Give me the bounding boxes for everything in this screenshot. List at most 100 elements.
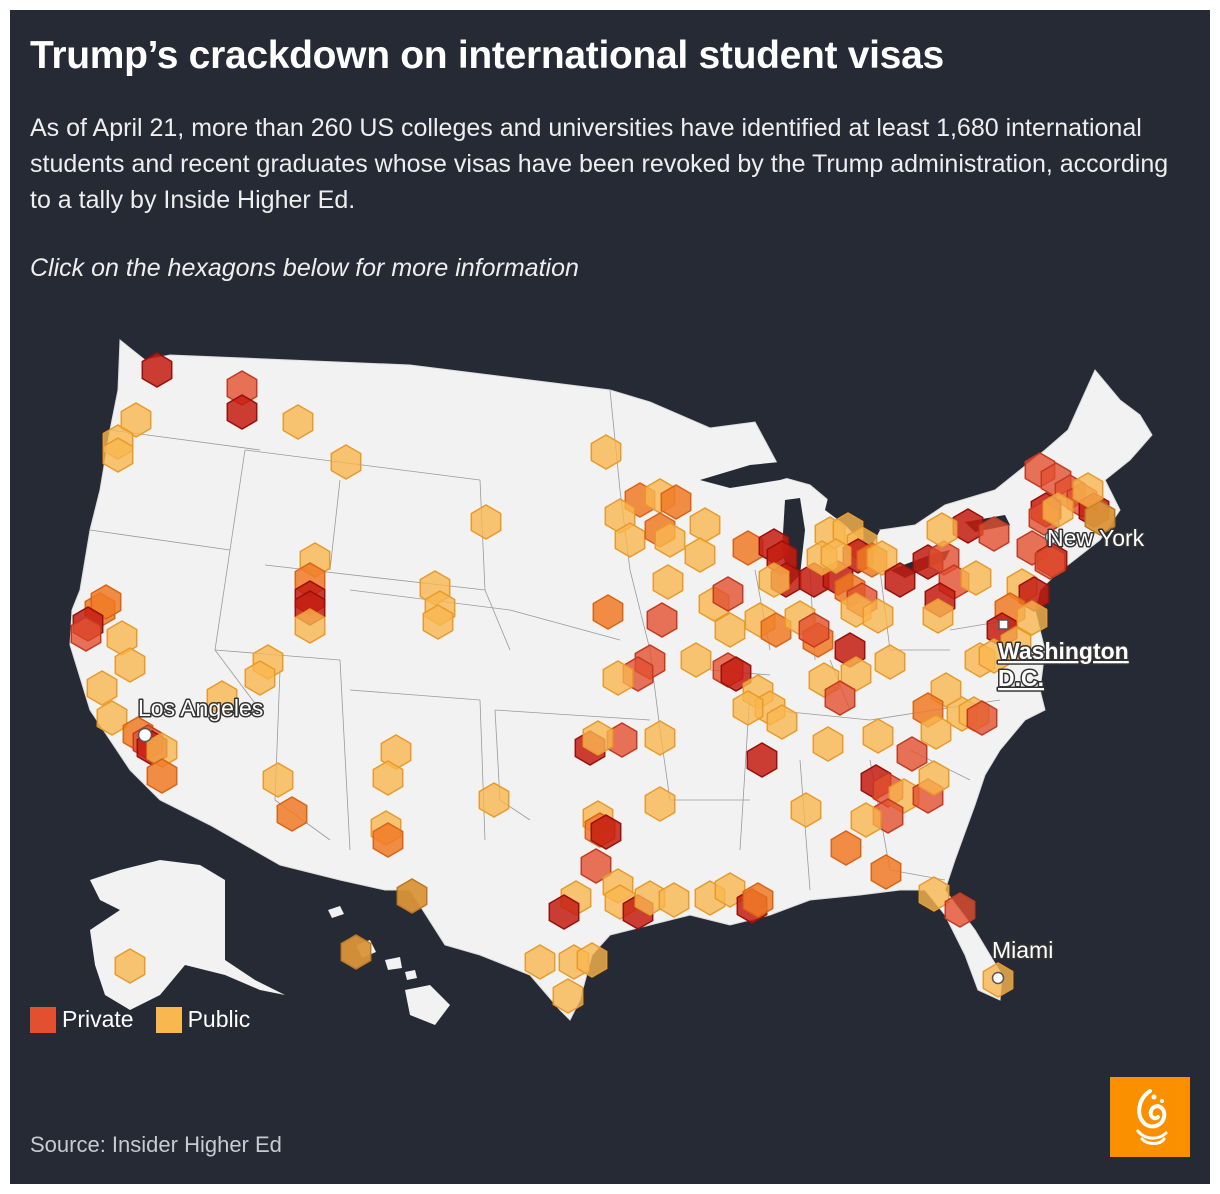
- institution-hexagon[interactable]: [714, 612, 746, 648]
- institution-hexagon[interactable]: [922, 598, 954, 634]
- institution-hexagon[interactable]: [422, 604, 454, 640]
- institution-hexagon[interactable]: [712, 576, 744, 612]
- institution-hexagon[interactable]: [614, 522, 646, 558]
- institution-hexagon[interactable]: [840, 656, 872, 692]
- legend-public-label: Public: [187, 1006, 251, 1032]
- institution-hexagon[interactable]: [732, 690, 764, 726]
- institution-hexagon[interactable]: [862, 718, 894, 754]
- institution-hexagon[interactable]: [884, 562, 916, 598]
- institution-hexagon[interactable]: [1034, 544, 1066, 580]
- institution-hexagon[interactable]: [812, 726, 844, 762]
- institution-hexagon[interactable]: [396, 878, 428, 914]
- hexagon-layer[interactable]: [70, 352, 1116, 1014]
- institution-hexagon[interactable]: [660, 484, 692, 520]
- subtitle: As of April 21, more than 260 US college…: [30, 114, 1169, 214]
- institution-hexagon[interactable]: [646, 602, 678, 638]
- institution-hexagon[interactable]: [978, 638, 1010, 674]
- institution-hexagon[interactable]: [580, 848, 612, 884]
- institution-hexagon[interactable]: [758, 562, 790, 598]
- institution-hexagon[interactable]: [926, 512, 958, 548]
- institution-hexagon[interactable]: [276, 796, 308, 832]
- institution-hexagon[interactable]: [850, 802, 882, 838]
- institution-hexagon[interactable]: [820, 538, 852, 574]
- washington-dc-label-line2: D.C.: [998, 665, 1044, 691]
- institution-hexagon[interactable]: [920, 714, 952, 750]
- institution-hexagon[interactable]: [372, 822, 404, 858]
- institution-hexagon[interactable]: [206, 680, 238, 716]
- legend-private-swatch: [30, 1006, 56, 1033]
- washington-dc-label-line1: Washington: [998, 638, 1129, 664]
- institution-hexagon[interactable]: [340, 934, 372, 970]
- institution-hexagon[interactable]: [798, 612, 830, 648]
- institution-hexagon[interactable]: [548, 894, 580, 930]
- institution-hexagon[interactable]: [866, 540, 898, 576]
- los-angeles-label: Los Angeles: [138, 695, 263, 721]
- institution-hexagon[interactable]: [1016, 600, 1048, 636]
- institution-hexagon[interactable]: [918, 760, 950, 796]
- institution-hexagon[interactable]: [966, 700, 998, 736]
- institution-hexagon[interactable]: [590, 434, 622, 470]
- institution-hexagon[interactable]: [90, 584, 122, 620]
- institution-hexagon[interactable]: [330, 444, 362, 480]
- institution-hexagon[interactable]: [944, 892, 976, 928]
- institution-hexagon[interactable]: [870, 854, 902, 890]
- institution-hexagon[interactable]: [1042, 492, 1074, 528]
- institution-hexagon[interactable]: [582, 720, 614, 756]
- institution-hexagon[interactable]: [689, 507, 721, 543]
- institution-hexagon[interactable]: [960, 560, 992, 596]
- institution-hexagon[interactable]: [120, 402, 152, 438]
- institution-hexagon[interactable]: [294, 608, 326, 644]
- logo-mark: [1136, 1089, 1168, 1145]
- legend: Private Public: [30, 1006, 272, 1033]
- institution-hexagon[interactable]: [824, 680, 856, 716]
- hawaii-island-1: [328, 906, 344, 918]
- institution-hexagon[interactable]: [766, 704, 798, 740]
- hawaii-island-5: [405, 985, 450, 1025]
- institution-hexagon[interactable]: [746, 742, 778, 778]
- institution-hexagon[interactable]: [862, 598, 894, 634]
- institution-hexagon[interactable]: [590, 814, 622, 850]
- institution-hexagon[interactable]: [602, 660, 634, 696]
- institution-hexagon[interactable]: [70, 616, 102, 652]
- institution-hexagon[interactable]: [644, 786, 676, 822]
- institution-hexagon[interactable]: [720, 656, 752, 692]
- institution-hexagon[interactable]: [114, 948, 146, 984]
- institution-hexagon[interactable]: [652, 564, 684, 600]
- institution-hexagon[interactable]: [552, 978, 584, 1014]
- institution-hexagon[interactable]: [470, 504, 502, 540]
- legend-public-swatch: [155, 1006, 182, 1033]
- institution-hexagon[interactable]: [952, 508, 984, 544]
- institution-hexagon[interactable]: [874, 644, 906, 680]
- institution-hexagon[interactable]: [896, 736, 928, 772]
- institution-hexagon[interactable]: [282, 404, 314, 440]
- institution-hexagon[interactable]: [1084, 500, 1116, 536]
- institution-hexagon[interactable]: [830, 830, 862, 866]
- institution-hexagon[interactable]: [86, 670, 118, 706]
- institution-hexagon[interactable]: [372, 760, 404, 796]
- hawaii-island-4: [405, 970, 417, 980]
- institution-hexagon[interactable]: [102, 437, 134, 473]
- institution-hexagon[interactable]: [244, 660, 276, 696]
- institution-hexagon[interactable]: [732, 530, 764, 566]
- institution-hexagon[interactable]: [658, 882, 690, 918]
- institution-hexagon[interactable]: [262, 762, 294, 798]
- institution-hexagon[interactable]: [226, 394, 258, 430]
- institution-hexagon[interactable]: [1072, 472, 1104, 508]
- institution-hexagon[interactable]: [684, 537, 716, 573]
- institution-hexagon[interactable]: [742, 882, 774, 918]
- institution-hexagon[interactable]: [918, 876, 950, 912]
- institution-hexagon[interactable]: [592, 594, 624, 630]
- institution-hexagon[interactable]: [141, 352, 173, 388]
- new-york-label: New York: [1047, 525, 1145, 551]
- institution-hexagon[interactable]: [978, 516, 1010, 552]
- institution-hexagon[interactable]: [576, 942, 608, 978]
- institution-hexagon[interactable]: [114, 647, 146, 683]
- institution-hexagon[interactable]: [654, 522, 686, 558]
- institution-hexagon[interactable]: [790, 792, 822, 828]
- institution-hexagon[interactable]: [146, 758, 178, 794]
- institution-hexagon[interactable]: [644, 720, 676, 756]
- institution-hexagon[interactable]: [680, 642, 712, 678]
- institution-hexagon[interactable]: [96, 700, 128, 736]
- institution-hexagon[interactable]: [524, 944, 556, 980]
- institution-hexagon[interactable]: [478, 782, 510, 818]
